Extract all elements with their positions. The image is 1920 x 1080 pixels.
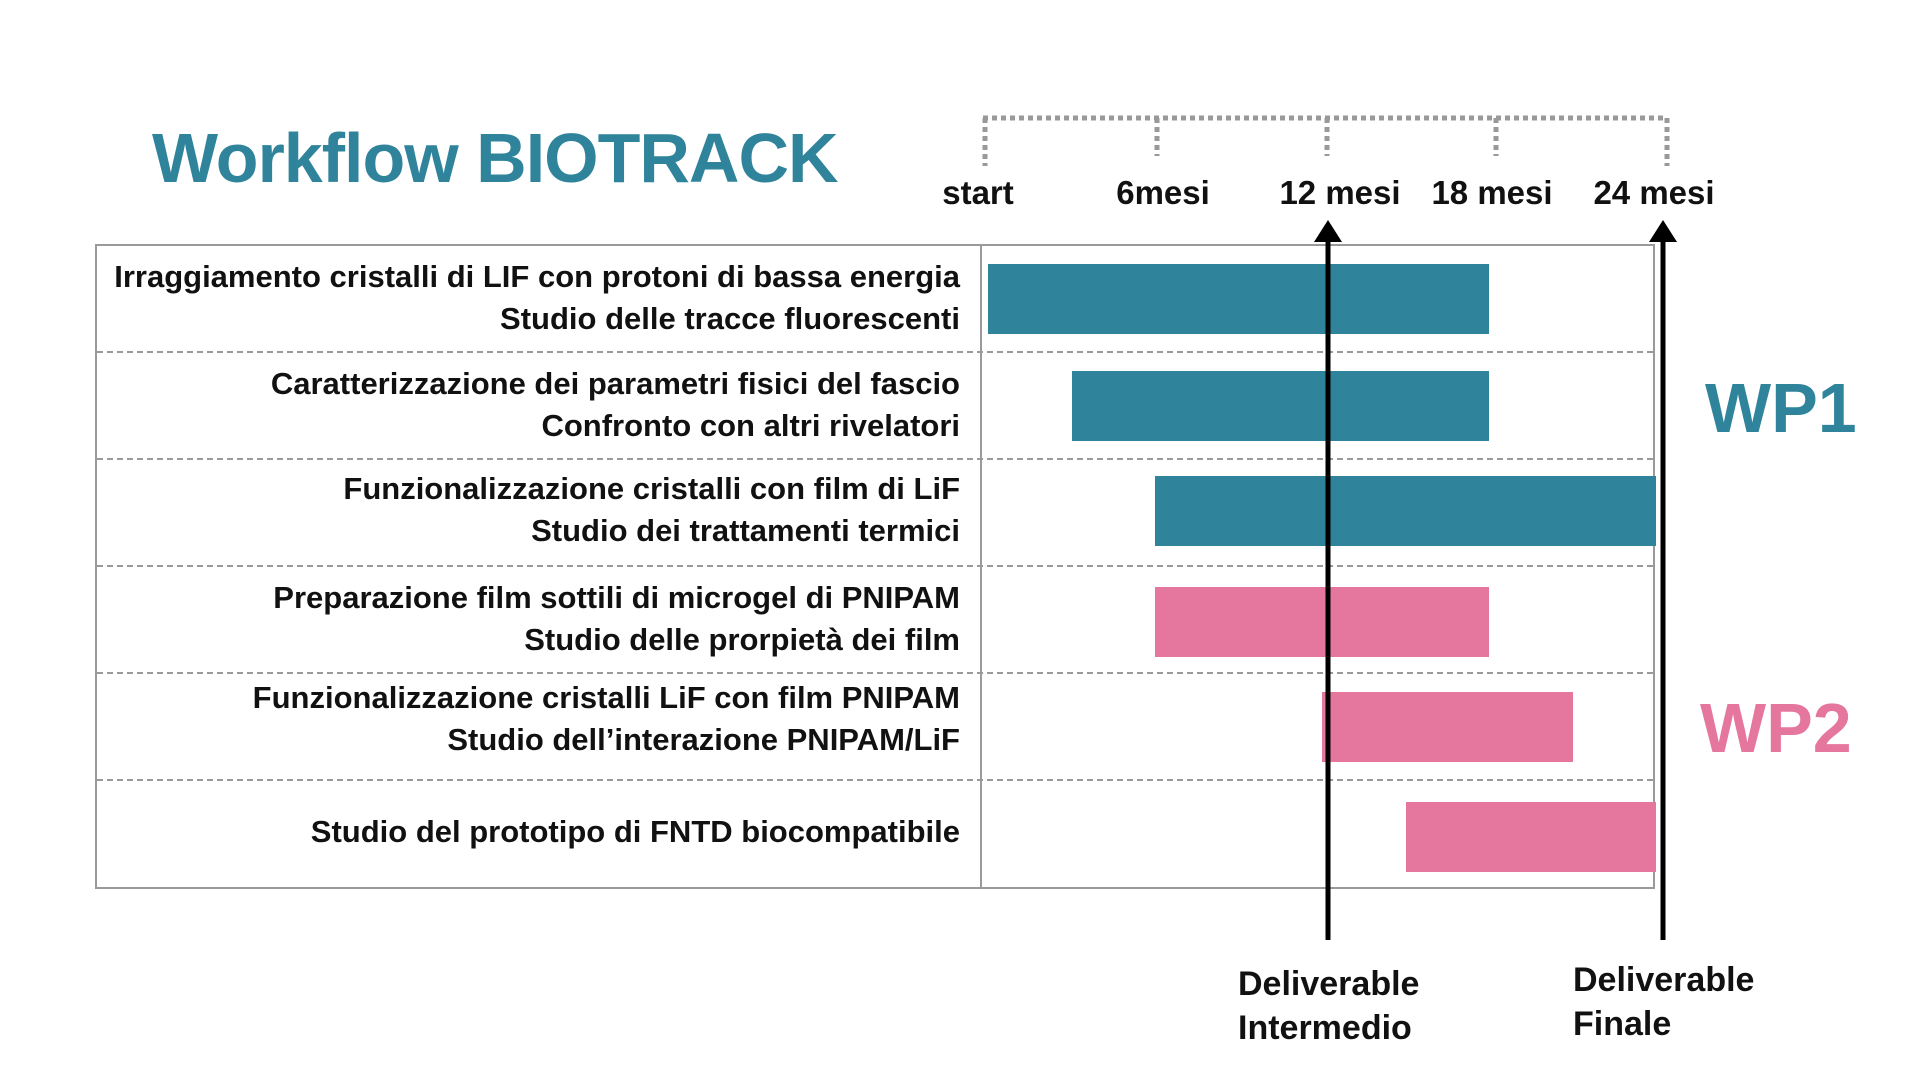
wp2-label: WP2 xyxy=(1700,689,1852,767)
gantt-bar-task-5 xyxy=(1322,692,1573,762)
gantt-bar-task-3 xyxy=(1155,476,1656,546)
task-title: Funzionalizzazione cristalli con film di… xyxy=(343,471,960,506)
row-separator xyxy=(97,779,1653,781)
task-row-label: Caratterizzazione dei parametri fisici d… xyxy=(100,363,960,447)
timeline-label-12-months: 12 mesi xyxy=(1279,174,1401,211)
timeline-label-18-months: 18 mesi xyxy=(1431,174,1553,211)
task-row-label: Funzionalizzazione cristalli con film di… xyxy=(100,468,960,552)
gantt-bar-task-4 xyxy=(1155,587,1489,657)
page-title: Workflow BIOTRACK xyxy=(152,119,839,197)
task-row-label: Funzionalizzazione cristalli LiF con fil… xyxy=(100,677,960,761)
task-title: Studio del prototipo di FNTD biocompatib… xyxy=(310,814,960,849)
task-row-label: Irraggiamento cristalli di LIF con proto… xyxy=(100,256,960,340)
deliverable-intermediate-line1: Deliverable xyxy=(1238,965,1420,1003)
gantt-bar-task-2 xyxy=(1071,371,1489,441)
row-separator xyxy=(97,351,1653,353)
task-subtitle: Studio delle prorpietà dei film xyxy=(524,622,960,657)
arrowhead-intermediate-icon xyxy=(1314,220,1342,242)
task-title: Funzionalizzazione cristalli LiF con fil… xyxy=(252,680,960,715)
timeline-label-6-months: 6mesi xyxy=(1116,174,1210,211)
deliverable-final-line1: Deliverable xyxy=(1573,961,1755,999)
wp1-label: WP1 xyxy=(1705,369,1857,447)
task-subtitle: Studio delle tracce fluorescenti xyxy=(500,301,960,336)
row-separator xyxy=(97,565,1653,567)
deliverable-intermediate-label: Deliverable Intermedio xyxy=(1238,962,1419,1050)
timeline-label-24-months: 24 mesi xyxy=(1593,174,1715,211)
deliverable-final-label: Deliverable Finale xyxy=(1573,958,1754,1046)
task-subtitle: Studio dei trattamenti termici xyxy=(531,513,960,548)
task-row-label: Studio del prototipo di FNTD biocompatib… xyxy=(100,811,960,853)
task-row-label: Preparazione film sottili di microgel di… xyxy=(100,577,960,661)
deliverable-intermediate-line2: Intermedio xyxy=(1238,1009,1412,1047)
arrowhead-final-icon xyxy=(1649,220,1677,242)
task-title: Irraggiamento cristalli di LIF con proto… xyxy=(114,259,960,294)
task-title: Caratterizzazione dei parametri fisici d… xyxy=(270,366,960,401)
timeline-label-start: start xyxy=(942,174,1014,211)
deliverable-final-line2: Finale xyxy=(1573,1005,1672,1043)
row-separator xyxy=(97,672,1653,674)
task-table xyxy=(95,244,1655,889)
task-subtitle: Confronto con altri rivelatori xyxy=(541,408,960,443)
task-subtitle: Studio dell’interazione PNIPAM/LiF xyxy=(447,722,960,757)
gantt-bar-task-1 xyxy=(988,264,1489,334)
gantt-bar-task-6 xyxy=(1405,802,1656,872)
task-title: Preparazione film sottili di microgel di… xyxy=(273,580,960,615)
row-separator xyxy=(97,458,1653,460)
